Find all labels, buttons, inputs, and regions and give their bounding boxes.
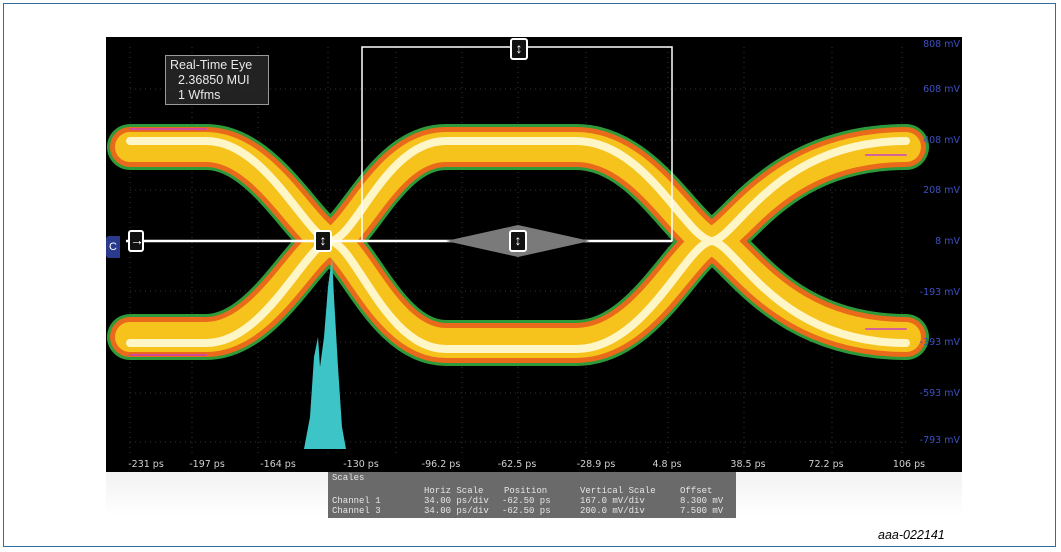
y-tick-label: 408 mV xyxy=(923,135,960,146)
x-tick-label: -130 ps xyxy=(343,459,379,470)
row-channel-name: Channel 3 xyxy=(332,506,381,516)
channel-marker[interactable]: C xyxy=(106,236,120,258)
x-tick-label: 38.5 ps xyxy=(730,459,766,470)
x-tick-label: 4.8 ps xyxy=(652,459,682,470)
info-wfms: 1 Wfms xyxy=(178,88,221,102)
row-channel-name: Channel 1 xyxy=(332,496,381,506)
x-tick-label: -231 ps xyxy=(128,459,164,470)
y-tick-label: -393 mV xyxy=(919,337,960,348)
y-tick-label: -593 mV xyxy=(919,388,960,399)
x-tick-label: 72.2 ps xyxy=(808,459,844,470)
row-position: -62.50 ps xyxy=(502,506,551,516)
header-horiz-scale: Horiz Scale xyxy=(424,486,484,496)
y-tick-label: 808 mV xyxy=(923,39,960,50)
x-tick-label: -197 ps xyxy=(189,459,225,470)
header-offset: Offset xyxy=(680,486,713,496)
top-cursor-handle[interactable]: ↕ xyxy=(510,38,528,60)
x-tick-label: -96.2 ps xyxy=(421,459,461,470)
y-tick-label: -793 mV xyxy=(919,435,960,446)
x-tick-label: 106 ps xyxy=(892,459,926,470)
oscilloscope-display: 808 mV 608 mV 408 mV 208 mV 8 mV -193 mV… xyxy=(106,37,962,472)
reference-arrow-handle[interactable]: → xyxy=(128,230,144,252)
row-vertical: 200.0 mV/div xyxy=(580,506,645,516)
eye-traces xyxy=(107,124,929,366)
row-vertical: 167.0 mV/div xyxy=(580,496,645,506)
y-tick-label: 608 mV xyxy=(923,84,960,95)
center-cursor-handle[interactable]: ↕ xyxy=(509,230,527,252)
figure-frame xyxy=(3,3,1056,547)
real-time-eye-info: Real-Time Eye 2.36850 MUI 1 Wfms xyxy=(165,55,269,105)
row-horiz: 34.00 ps/div xyxy=(424,506,489,516)
jitter-histogram xyxy=(304,257,346,449)
y-tick-label: 8 mV xyxy=(935,236,960,247)
row-horiz: 34.00 ps/div xyxy=(424,496,489,506)
y-tick-label: 208 mV xyxy=(923,185,960,196)
info-title: Real-Time Eye xyxy=(170,58,253,72)
scales-title: Scales xyxy=(332,473,365,483)
info-mui: 2.36850 MUI xyxy=(178,73,250,87)
x-tick-label: -62.5 ps xyxy=(497,459,537,470)
x-tick-label: -28.9 ps xyxy=(576,459,616,470)
left-cursor-handle[interactable]: ↕ xyxy=(314,230,332,252)
scales-panel: Scales Horiz Scale Position Vertical Sca… xyxy=(328,472,736,518)
eye-diagram-plot xyxy=(107,46,929,457)
row-offset: 7.500 mV xyxy=(680,506,724,516)
header-vertical-scale: Vertical Scale xyxy=(580,486,656,496)
row-position: -62.50 ps xyxy=(502,496,551,506)
figure-id: aaa-022141 xyxy=(878,528,945,542)
x-tick-label: -164 ps xyxy=(260,459,296,470)
y-tick-label: -193 mV xyxy=(919,287,960,298)
row-offset: 8.300 mV xyxy=(680,496,724,506)
header-position: Position xyxy=(504,486,548,496)
